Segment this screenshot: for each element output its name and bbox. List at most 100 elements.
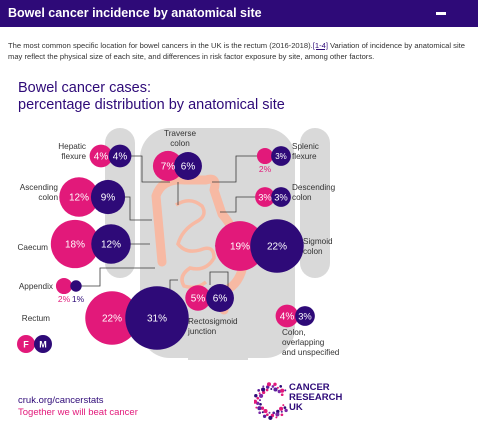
appendix-male-value: 1%: [72, 294, 85, 304]
appendix-leader-line: [81, 267, 155, 287]
logo-dot: [279, 385, 283, 388]
descending-colon-male-bubble: [271, 187, 291, 207]
intro-paragraph: The most common specific location for bo…: [8, 40, 470, 62]
logo-dot: [261, 387, 266, 392]
logo-dot: [254, 399, 258, 404]
caecum-male-value: 12%: [101, 240, 121, 251]
logo-dot: [255, 406, 258, 409]
infographic-title: Bowel cancer cases: percentage distribut…: [18, 80, 285, 114]
logo-dot: [257, 406, 262, 411]
footer-link[interactable]: cruk.org/cancerstats: [18, 395, 104, 406]
traverse-colon-male-value: 6%: [181, 162, 196, 173]
logo-dot: [280, 393, 284, 397]
logo-dot: [259, 399, 261, 402]
rectosigmoid-junction-leader-line: [209, 271, 229, 292]
logo-dot: [254, 394, 258, 398]
small-intestine-path: [175, 199, 216, 290]
rectum-female-bubble: [85, 291, 139, 345]
traverse-colon-female-bubble: [152, 150, 184, 182]
legend-male-dot: [34, 335, 52, 353]
rectum-leader-line: [169, 279, 178, 290]
rectosigmoid-junction-male-bubble: [206, 284, 234, 312]
logo-dot: [283, 406, 287, 409]
rectosigmoid-junction-female-bubble: [185, 285, 211, 311]
footer-tagline: Together we will beat cancer: [18, 407, 138, 418]
descending-colon-label: Descending: [292, 183, 336, 192]
ascending-colon-female-bubble: [59, 177, 99, 217]
rectosigmoid-junction-female-value: 5%: [191, 294, 206, 305]
caecum-male-bubble: [91, 224, 131, 264]
reference-link[interactable]: [1-4]: [312, 41, 328, 50]
logo-dot: [271, 385, 275, 388]
minus-icon[interactable]: [436, 12, 446, 15]
splenic-flexure-male-bubble: [271, 146, 291, 166]
ascending-colon-label: colon: [38, 193, 58, 202]
section-title: Bowel cancer incidence by anatomical sit…: [8, 6, 262, 20]
logo-dot: [258, 392, 261, 395]
sigmoid-colon-female-bubble: [215, 221, 265, 271]
appendix-female-value: 2%: [58, 294, 71, 304]
infographic-title-line2: percentage distribution by anatomical si…: [18, 97, 285, 113]
sigmoid-colon-label: Sigmoid: [303, 237, 333, 246]
descending-colon-male-value: 3%: [274, 191, 288, 202]
logo-dot: [262, 385, 265, 388]
colon-path: [151, 174, 249, 315]
rectum-label: Rectum: [22, 314, 50, 323]
logo-wordmark: CANCER RESEARCH UK: [289, 383, 342, 413]
logo-dot: [280, 413, 284, 417]
logo-dot: [279, 406, 284, 411]
traverse-colon-label: colon: [170, 139, 190, 148]
logo-dot: [275, 416, 278, 419]
caecum-female-value: 18%: [65, 240, 85, 251]
sigmoid-colon-male-value: 22%: [267, 242, 287, 253]
logo-dot: [259, 393, 264, 398]
splenic-flexure-female-value: 2%: [259, 164, 272, 174]
logo-dot: [258, 411, 262, 415]
splenic-flexure-leader-line: [212, 155, 257, 183]
intro-text: The most common specific location for bo…: [8, 41, 313, 50]
hepatic-flexure-female-bubble: [89, 144, 113, 168]
logo-dot: [276, 409, 280, 414]
section-header[interactable]: Bowel cancer incidence by anatomical sit…: [0, 0, 478, 27]
descending-colon-female-value: 3%: [258, 191, 272, 202]
logo-dot: [284, 389, 287, 392]
logo-dot: [261, 411, 264, 414]
logo-dot: [265, 388, 269, 392]
appendix-male-bubble: [70, 280, 82, 292]
logo-dot: [280, 388, 285, 393]
ascending-colon-label: Ascending: [20, 183, 59, 192]
intro-text-continued: Variation of incidence by anatomical sit…: [8, 41, 465, 61]
sigmoid-colon-label: colon: [303, 247, 323, 256]
descending-colon-leader-line: [220, 196, 257, 213]
bowel-shape: [151, 174, 249, 315]
logo-dot: [275, 412, 280, 417]
rectum-male-bubble: [125, 286, 189, 350]
logo-dot: [257, 389, 261, 392]
infographic-title-line1: Bowel cancer cases:: [18, 80, 151, 96]
ascending-colon-female-value: 12%: [69, 193, 89, 204]
hepatic-flexure-female-value: 4%: [94, 152, 109, 163]
colon-overlapping-and-unspecified-female-value: 4%: [280, 312, 295, 323]
rectum-female-value: 22%: [102, 314, 122, 325]
logo-line-3: UK: [289, 402, 303, 413]
hepatic-flexure-male-value: 4%: [113, 152, 128, 163]
rectum-male-value: 31%: [147, 314, 167, 325]
traverse-colon-female-value: 7%: [161, 162, 176, 173]
logo-dot: [272, 411, 276, 415]
descending-colon-female-bubble: [255, 187, 275, 207]
splenic-flexure-label: Splenic: [292, 142, 319, 151]
sigmoid-colon-female-value: 19%: [230, 242, 250, 253]
logo-dot: [263, 409, 268, 414]
ascending-colon-male-value: 9%: [101, 193, 116, 204]
splenic-flexure-label: flexure: [292, 152, 317, 161]
logo-line-2: RESEARCH: [289, 392, 343, 403]
cancer-research-uk-logo: [254, 382, 288, 420]
descending-colon-label: colon: [292, 193, 312, 202]
logo-dot: [273, 382, 277, 386]
logo-dot: [266, 382, 272, 387]
sigmoid-colon-male-bubble: [250, 219, 304, 273]
legend-female-dot: [17, 335, 35, 353]
colon-overlapping-and-unspecified-label: and unspecified: [282, 348, 340, 357]
bubbles-layer: 4% 4%7% 6% 2%3%12% 9% 3% 3%18% 12% 19% 22%2% 1%22%…: [50, 144, 315, 350]
